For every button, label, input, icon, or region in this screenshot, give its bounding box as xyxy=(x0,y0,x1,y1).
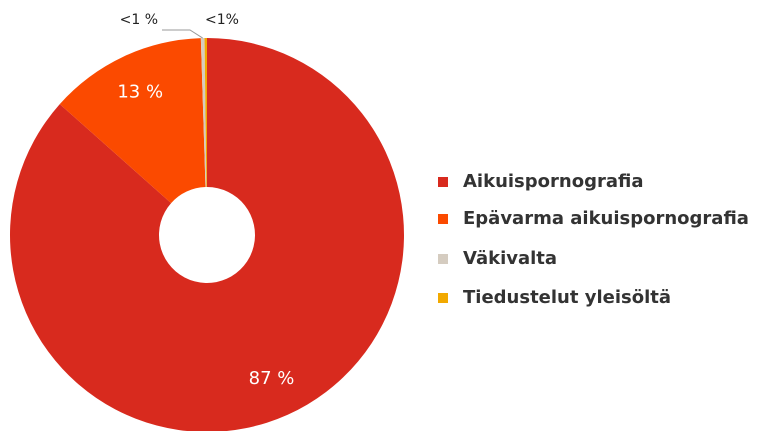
donut-slice xyxy=(204,38,207,188)
legend-label: Tiedustelut yleisöltä xyxy=(463,287,671,308)
legend-label: Aikuispornografia xyxy=(463,171,643,192)
value-label: <1% xyxy=(205,12,239,28)
value-label: 87 % xyxy=(249,368,295,389)
legend-label: Väkivalta xyxy=(463,248,557,269)
legend-swatch xyxy=(438,214,448,224)
legend-label: Epävarma aikuispornografia xyxy=(463,208,749,229)
legend-swatch xyxy=(438,254,448,264)
value-label: <1 % xyxy=(120,12,158,28)
donut-slice xyxy=(10,38,404,431)
leader-line xyxy=(162,29,203,39)
value-label: 13 % xyxy=(117,81,163,102)
donut-slice xyxy=(200,38,207,188)
legend-swatch xyxy=(438,177,448,187)
legend-swatch xyxy=(438,293,448,303)
donut-slice xyxy=(59,38,206,204)
